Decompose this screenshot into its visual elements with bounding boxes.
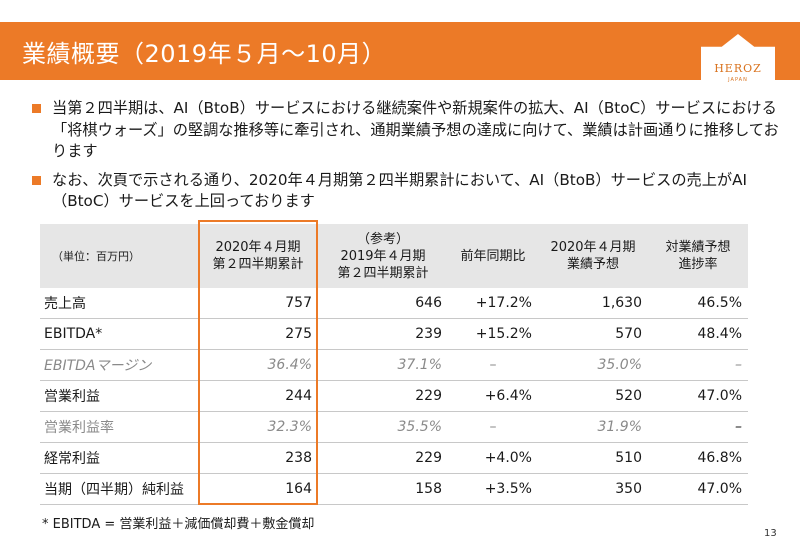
header-current-period: 2020年４月期 第２四半期累計 xyxy=(198,224,318,288)
bullet-text: 当第２四半期は、AI（BtoB）サービスにおける継続案件や新規案件の拡大、AI（… xyxy=(52,99,779,160)
cell: 229 xyxy=(318,442,448,474)
cell: 520 xyxy=(538,380,648,412)
cell: 570 xyxy=(538,318,648,350)
cell: 510 xyxy=(538,442,648,474)
row-label: 営業利益 xyxy=(40,380,198,412)
cell: 350 xyxy=(538,473,648,505)
row-label: EBITDAマージン xyxy=(40,349,198,381)
cell: – xyxy=(648,411,748,443)
cell: 47.0% xyxy=(648,473,748,505)
header-line: 対業績予想 xyxy=(665,240,731,255)
cell: 757 xyxy=(198,288,318,319)
logo-subtext: JAPAN xyxy=(728,77,748,83)
page-number: 13 xyxy=(764,528,777,539)
header-line: 第２四半期累計 xyxy=(337,265,429,281)
cell: 275 xyxy=(198,318,318,350)
row-label: 売上高 xyxy=(40,288,198,319)
cell: +3.5% xyxy=(448,473,538,505)
page-header: 業績概要（2019年５月～10月） HEROZ JAPAN xyxy=(0,22,800,92)
header-line: 2019年４月期 xyxy=(340,248,426,264)
bullet-item: 当第２四半期は、AI（BtoB）サービスにおける継続案件や新規案件の拡大、AI（… xyxy=(30,98,780,163)
footnote: * EBITDA = 営業利益＋減価償却費＋敷金償却 xyxy=(42,517,315,532)
table-header-row: （単位：百万円） 2020年４月期 第２四半期累計 （参考） 2019年４月期 … xyxy=(40,224,748,288)
bullet-text: なお、次頁で示される通り、2020年４月期第２四半期累計において、AI（BtoB… xyxy=(52,170,747,211)
cell: 48.4% xyxy=(648,318,748,350)
cell: 1,630 xyxy=(538,288,648,319)
table-row: 経常利益 238 229 +4.0% 510 46.8% xyxy=(40,442,748,474)
row-label: EBITDA* xyxy=(40,318,198,350)
cell: 35.0% xyxy=(538,349,648,381)
header-forecast: 2020年４月期 業績予想 xyxy=(538,224,648,288)
cell: 46.8% xyxy=(648,442,748,474)
cell: 646 xyxy=(318,288,448,319)
header-line: 2020年４月期 xyxy=(550,240,636,255)
cell: 32.3% xyxy=(198,411,318,443)
unit-label: （単位：百万円） xyxy=(40,224,198,288)
cell: +6.4% xyxy=(448,380,538,412)
bullet-item: なお、次頁で示される通り、2020年４月期第２四半期累計において、AI（BtoB… xyxy=(30,170,780,213)
row-label: 経常利益 xyxy=(40,442,198,474)
header-line: 進捗率 xyxy=(678,257,718,272)
header-yoy: 前年同期比 xyxy=(448,224,538,288)
cell: +17.2% xyxy=(448,288,538,319)
cell: 46.5% xyxy=(648,288,748,319)
square-bullet-icon xyxy=(32,175,41,185)
table-row: EBITDA* 275 239 +15.2% 570 48.4% xyxy=(40,318,748,350)
cell: 158 xyxy=(318,473,448,505)
header-progress: 対業績予想 進捗率 xyxy=(648,224,748,288)
row-label: 営業利益率 xyxy=(40,411,198,443)
cell: +15.2% xyxy=(448,318,538,350)
row-label: 当期（四半期）純利益 xyxy=(40,473,198,505)
heroz-logo: HEROZ JAPAN xyxy=(701,34,775,92)
logo-text: HEROZ xyxy=(714,62,762,75)
cell: 238 xyxy=(198,442,318,474)
cell: 37.1% xyxy=(318,349,448,381)
summary-bullets: 当第２四半期は、AI（BtoB）サービスにおける継続案件や新規案件の拡大、AI（… xyxy=(30,98,780,220)
page-title: 業績概要（2019年５月～10月） xyxy=(22,40,387,68)
cell: 244 xyxy=(198,380,318,412)
table-row: 当期（四半期）純利益 164 158 +3.5% 350 47.0% xyxy=(40,473,748,505)
header-prior-period: （参考） 2019年４月期 第２四半期累計 xyxy=(318,224,448,288)
cell: 239 xyxy=(318,318,448,350)
cell: 31.9% xyxy=(538,411,648,443)
header-line: （参考） xyxy=(356,231,409,247)
performance-table: （単位：百万円） 2020年４月期 第２四半期累計 （参考） 2019年４月期 … xyxy=(40,224,748,505)
table-row: 営業利益率 32.3% 35.5% – 31.9% – xyxy=(40,411,748,443)
header-line: 2020年４月期 xyxy=(215,240,301,255)
cell: 36.4% xyxy=(198,349,318,381)
cell: – xyxy=(448,411,538,443)
table-row: EBITDAマージン 36.4% 37.1% – 35.0% – xyxy=(40,349,748,381)
table-row: 売上高 757 646 +17.2% 1,630 46.5% xyxy=(40,288,748,319)
cell: 164 xyxy=(198,473,318,505)
header-line: 業績予想 xyxy=(566,257,619,272)
table-row: 営業利益 244 229 +6.4% 520 47.0% xyxy=(40,380,748,412)
square-bullet-icon xyxy=(32,104,41,113)
cell: 229 xyxy=(318,380,448,412)
cell: – xyxy=(648,349,748,381)
cell: 35.5% xyxy=(318,411,448,443)
header-line: 前年同期比 xyxy=(460,248,526,264)
cell: – xyxy=(448,349,538,381)
cell: 47.0% xyxy=(648,380,748,412)
header-line: 第２四半期累計 xyxy=(212,257,304,272)
cell: +4.0% xyxy=(448,442,538,474)
